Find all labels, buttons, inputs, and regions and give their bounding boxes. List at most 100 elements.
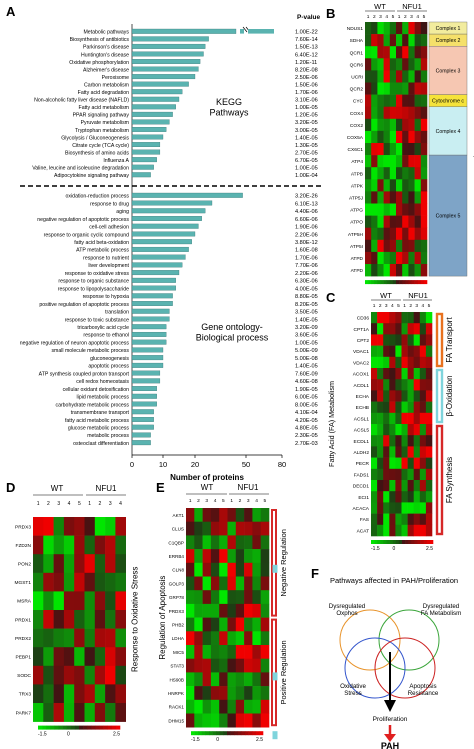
panel-b-heat-cell [408,22,415,35]
panel-b-legend-cell [383,280,387,285]
panel-b-heat-cell [377,251,384,265]
apoptosis-resistance-label: Resistance [408,690,439,697]
panel-c-heat-cell [371,457,378,470]
panel-c-gene-label: CPT1A [354,327,370,333]
panel-a-x-tick-label: 10 [159,460,167,469]
panel-d-gene-label: PRDX3 [15,524,31,530]
panel-c-heat-cell [377,457,384,470]
panel-b-heat-cell [408,155,415,168]
panel-e-heat-cell [186,535,195,550]
panel-c-heat-cell [389,356,396,369]
panel-d-heat-cell [105,535,116,555]
panel-b-complex-label: Complex 2 [436,38,461,44]
panel-e-heat-cell [235,576,245,591]
panel-e-heat-cell [202,631,212,646]
panel-c-heat-cell [413,312,421,324]
kegg-term-label: Adipocytokine signaling pathway [54,173,129,179]
panel-c-heat-cell [371,524,378,537]
apoptosis-resistance-label: Apoptosis [409,683,436,690]
panel-b-heat-cell [389,167,397,180]
panel-c-heat-cell [425,345,433,358]
panel-e-heat-cell [235,686,245,701]
panel-c-heat-cell [425,424,433,436]
panel-b-heat-cell [389,130,397,144]
panel-b-heat-cell [389,264,397,277]
go-term-label: small molecule metabolic process [51,348,129,354]
panel-e-gene-label: CLUS [172,527,184,532]
panel-d-heat-cell [84,684,96,704]
panel-b-heat-cell [408,130,415,144]
panel-b-heat-cell [377,227,384,241]
go-pvalue: 4.40E-06 [295,209,318,215]
panel-b-heat-cell [414,203,422,216]
panel-c-heat-cell [407,323,414,335]
panel-d-legend-cell [95,725,100,730]
panel-b-heat-cell [389,118,397,132]
panel-d-legend-cell [83,725,88,730]
panel-b-heat-cell [408,179,415,192]
panel-c-heat-cell [419,356,427,369]
panel-c-heat-cell [407,401,414,414]
panel-b-col-label: 2 [373,14,376,20]
panel-e-col-label: 1 [189,498,192,504]
panel-e-heat-cell [186,603,195,618]
go-bar [131,277,176,283]
panel-b-heat-cell [420,94,428,107]
panel-b-heat-cell [408,167,415,180]
go-bar [131,262,183,268]
panel-b-legend-cell [423,280,428,285]
panel-d-wt-label: WT [51,484,64,493]
panel-d-heat-cell [43,647,54,667]
panel-c-heat-cell [419,468,427,481]
panel-e-heat-cell [210,699,220,714]
panel-c-heat-cell [383,446,390,458]
panel-e-marker [272,731,278,740]
panel-e-gene-label: RACK1 [169,705,185,710]
panel-c-gene-label: ACDL1 [354,383,370,389]
panel-d-col-label: 1 [37,501,40,507]
go-term-label: response to organic substance [58,279,129,285]
panel-b-heat-cell [365,22,372,35]
panel-c-heat-cell [371,401,378,414]
panel-e-heat-cell [244,645,253,659]
panel-c-heat-cell [401,424,408,436]
panel-b-legend-cell [417,280,422,285]
panel-b-heat-cell [414,58,422,71]
panel-b-heat-cell [371,106,378,120]
panel-b-gene-label: ATPO [350,220,363,226]
go-bar [131,378,161,384]
panel-c-heat-cell [395,390,402,402]
go-term-label: lipid metabolic process [77,395,130,401]
panel-c-heat-cell [371,379,378,391]
panel-d-heat-cell [115,647,126,667]
panel-b-col-label: 4 [385,14,388,20]
panel-c-col-label: 4 [422,303,425,309]
panel-c-heat-cell [407,379,414,391]
panel-c-legend-cell [417,540,421,544]
panel-d-gene-label: PON2 [18,562,31,568]
panel-c-heat-cell [425,390,433,402]
panel-b-heat-cell [389,106,397,120]
panel-d-legend-cell [79,725,84,730]
panel-d-heat-cell [74,517,85,536]
panel-e-heat-cell [244,576,253,591]
panel-d-heat-cell [84,535,96,555]
panel-d-heat-cell [94,554,106,574]
panel-b-gene-label: ATP5J [349,195,364,201]
panel-d-heat-cell [94,628,106,648]
panel-e-heat-cell [219,549,228,564]
panel-b-heat-cell [389,143,397,156]
panel-b-heat-cell [396,251,403,265]
panel-c-heat-cell [371,390,378,402]
go-term-label: oxidation-reduction process [66,194,130,200]
panel-c-heat-cell [383,390,390,402]
panel-b-heat-cell [420,82,428,95]
go-term-label: liver development [88,263,129,269]
panel-d-heat-cell [74,591,85,611]
panel-e-heat-cell [194,658,203,673]
panel-c-heat-cell [371,334,378,346]
panel-d-heat-cell [43,665,54,685]
panel-e-heat-cell [227,672,237,687]
panel-e-heat-cell [227,645,237,659]
